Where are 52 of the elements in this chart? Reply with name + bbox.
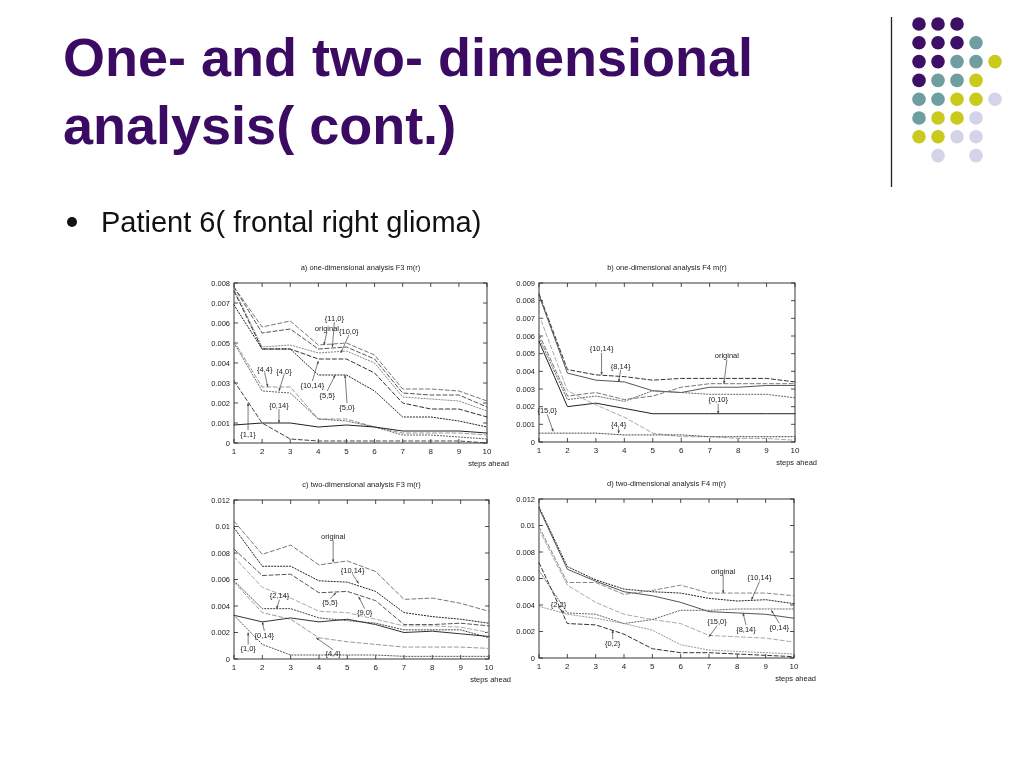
x-tick-label: 2 xyxy=(260,663,266,672)
x-tick-label: 3 xyxy=(288,663,294,672)
x-tick-label: 9 xyxy=(456,447,462,456)
x-tick-label: 4 xyxy=(622,446,628,455)
x-tick-label: 8 xyxy=(735,662,741,671)
x-tick-label: 1 xyxy=(231,447,237,456)
x-tick-label: 3 xyxy=(288,447,293,456)
x-tick-label: 10 xyxy=(482,447,492,456)
x-tick-label: 5 xyxy=(650,446,656,455)
x-tick-label: 3 xyxy=(593,662,599,671)
line-series xyxy=(538,314,796,441)
x-tick-label: 6 xyxy=(679,446,684,455)
x-tick-label: 9 xyxy=(763,662,769,671)
x-tick-label: 3 xyxy=(593,446,599,455)
line-series xyxy=(233,580,490,639)
x-tick-label: 10 xyxy=(790,446,800,455)
x-tick-label: 4 xyxy=(316,663,322,672)
x-tick-label: 5 xyxy=(344,447,350,456)
x-tick-label: 8 xyxy=(430,663,436,672)
text: Patient 6( frontal right glioma) xyxy=(101,206,482,238)
x-tick-label: 4 xyxy=(316,447,322,456)
x-tick-label: 10 xyxy=(484,663,494,672)
line-series xyxy=(538,570,795,625)
x-tick-label: 1 xyxy=(536,446,542,455)
line-series xyxy=(538,528,795,643)
x-tick-label: 6 xyxy=(373,663,379,672)
x-tick-label: 5 xyxy=(650,662,656,671)
x-tick-label: 6 xyxy=(372,447,378,456)
line-series xyxy=(538,526,795,597)
x-tick-label: 4 xyxy=(621,662,627,671)
x-tick-label: 6 xyxy=(678,662,684,671)
x-tick-label: 5 xyxy=(345,663,351,672)
line-series xyxy=(233,548,490,627)
line-series xyxy=(233,556,490,633)
line-series xyxy=(233,520,490,612)
x-tick-label: 8 xyxy=(428,447,434,456)
x-tick-label: 9 xyxy=(458,663,464,672)
line-series xyxy=(233,380,488,444)
x-tick-label: 2 xyxy=(259,447,265,456)
line-series xyxy=(538,562,795,658)
x-tick-label: 1 xyxy=(536,662,542,671)
x-tick-label: 7 xyxy=(707,446,713,455)
x-tick-label: 10 xyxy=(789,662,799,671)
x-tick-label: 1 xyxy=(231,663,237,672)
x-tick-label: 7 xyxy=(401,663,407,672)
x-tick-label: 2 xyxy=(565,662,571,671)
x-tick-label: 8 xyxy=(735,446,741,455)
x-tick-label: 9 xyxy=(764,446,770,455)
x-tick-label: 7 xyxy=(706,662,712,671)
x-tick-label: 2 xyxy=(565,446,571,455)
x-tick-label: 7 xyxy=(400,447,406,456)
text: One- and two- dimensional analysis( cont.) xyxy=(63,27,754,155)
